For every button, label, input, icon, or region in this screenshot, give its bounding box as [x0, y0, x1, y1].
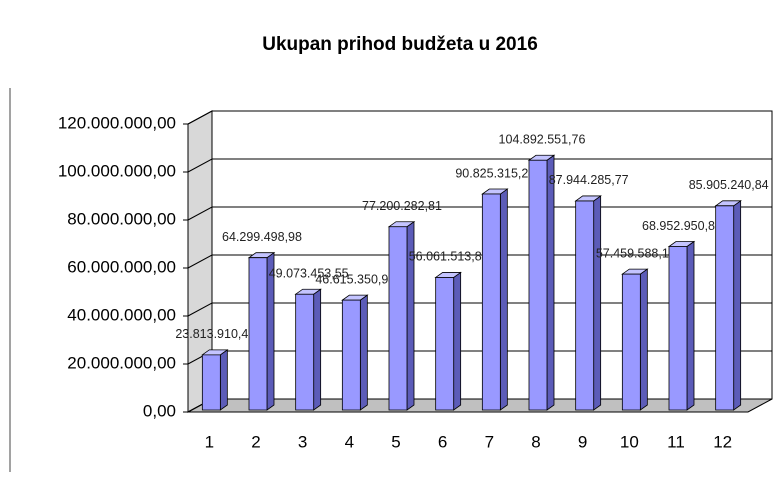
- bar: [201, 349, 229, 411]
- bar-front: [341, 299, 361, 411]
- bar: [341, 294, 369, 411]
- y-tick-label: 40.000.000,00: [67, 305, 176, 324]
- bar-side: [593, 195, 602, 411]
- value-label: 56.061.513,80: [409, 250, 489, 264]
- bar-side: [453, 271, 462, 411]
- bar-front: [481, 193, 501, 411]
- y-tick-label: 60.000.000,00: [67, 257, 176, 276]
- value-label: 68.952.950,88: [642, 219, 722, 233]
- bar-front: [295, 293, 315, 411]
- y-tick-label: 120.000.000,00: [58, 113, 176, 132]
- x-tick-label: 8: [531, 432, 540, 451]
- x-tick-label: 11: [667, 432, 685, 451]
- y-tick-label: 80.000.000,00: [67, 209, 176, 228]
- bar: [481, 188, 509, 411]
- value-label: 64.299.498,98: [222, 230, 302, 244]
- value-label: 77.200.282,81: [362, 199, 442, 213]
- value-label: 46.615.350,94: [315, 272, 395, 286]
- y-tick-label: 20.000.000,00: [67, 353, 176, 372]
- value-label: 104.892.551,76: [499, 133, 586, 147]
- bar-front: [435, 277, 455, 411]
- bar-front: [575, 200, 595, 411]
- bar-side: [639, 268, 648, 411]
- y-tick-label: 100.000.000,00: [58, 161, 176, 180]
- x-tick-label: 3: [298, 432, 307, 451]
- grid-line: [187, 158, 772, 173]
- bar-front: [388, 226, 408, 411]
- bar-front: [528, 159, 548, 411]
- bar: [621, 268, 649, 411]
- x-tick-label: 1: [205, 432, 214, 451]
- x-tick-label: 2: [251, 432, 260, 451]
- bar-side: [219, 349, 228, 411]
- bar: [714, 200, 742, 411]
- bar-side: [313, 288, 322, 411]
- bar-front: [715, 205, 735, 411]
- value-label: 23.813.910,41: [175, 327, 255, 341]
- x-tick-label: 12: [713, 432, 732, 451]
- value-label: 85.905.240,84: [689, 178, 769, 192]
- bar-side: [733, 200, 742, 411]
- bar: [574, 195, 602, 411]
- bar: [387, 220, 416, 411]
- bar-front: [621, 273, 641, 411]
- bar-front: [248, 257, 268, 411]
- value-label: 57.459.588,11: [596, 246, 675, 260]
- bar: [527, 154, 556, 411]
- bar: [434, 271, 462, 411]
- bar: [294, 288, 322, 411]
- x-tick-label: 6: [438, 432, 447, 451]
- chart-title: Ukupan prihod budžeta u 2016: [262, 34, 538, 55]
- y-tick-label: 0,00: [143, 401, 176, 420]
- bar: [247, 251, 276, 411]
- bar-front: [668, 246, 688, 411]
- x-tick-label: 9: [578, 432, 587, 451]
- x-tick-label: 4: [345, 432, 354, 451]
- bar-side: [359, 294, 368, 411]
- bar-side: [546, 154, 555, 411]
- x-tick-label: 10: [620, 432, 639, 451]
- grid-line: [187, 110, 772, 125]
- value-label: 49.073.453,55: [269, 267, 349, 281]
- value-label: 87.944.285,77: [549, 173, 629, 187]
- bar-side: [499, 188, 508, 411]
- x-tick-label: 7: [485, 432, 494, 451]
- x-tick-label: 5: [391, 432, 400, 451]
- value-label: 90.825.315,24: [455, 166, 535, 180]
- bar: [667, 240, 696, 411]
- bar-front: [201, 354, 221, 411]
- bar-side: [686, 240, 695, 411]
